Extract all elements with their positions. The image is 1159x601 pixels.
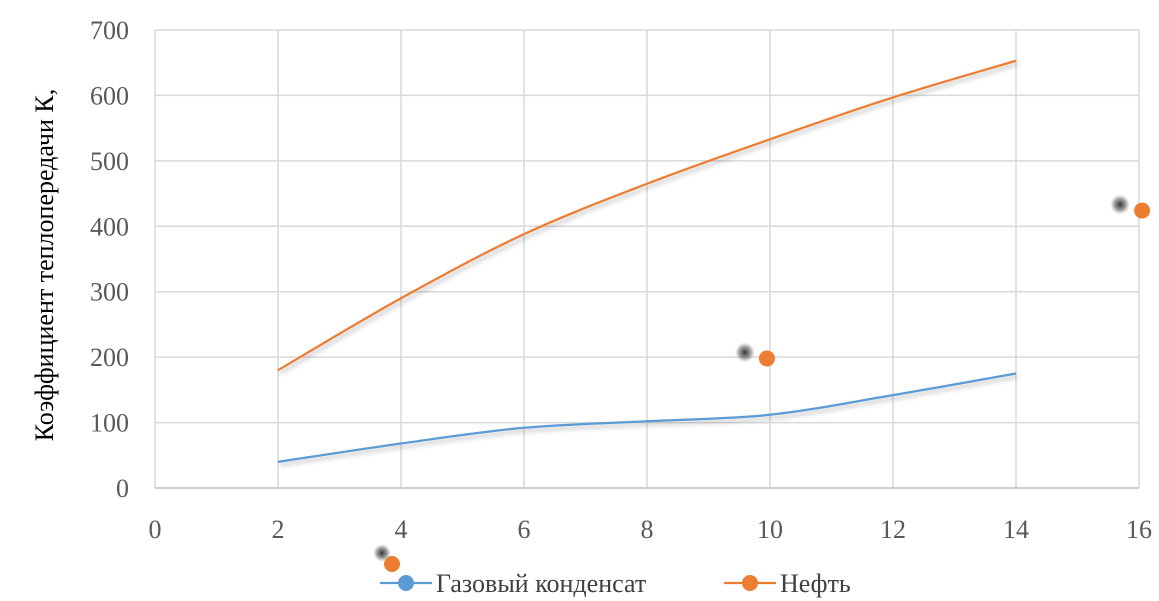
y-tick-label: 500 bbox=[90, 147, 129, 176]
legend-label-1: Газовый конденсат bbox=[436, 569, 646, 598]
legend-marker-1 bbox=[398, 575, 414, 591]
marker-2-shadow-blob bbox=[1110, 194, 1131, 215]
axes: 0 100 200 300 400 500 600 700 0 2 4 6 8 10 12 14 16 bbox=[90, 16, 1152, 544]
y-tick-label: 400 bbox=[90, 212, 129, 241]
y-tick-label: 600 bbox=[90, 81, 129, 110]
marker-2 bbox=[1134, 202, 1151, 219]
x-tick-label: 0 bbox=[149, 515, 162, 544]
x-tick-label: 2 bbox=[272, 515, 285, 544]
y-tick-label: 100 bbox=[90, 409, 129, 438]
x-tick-label: 16 bbox=[1126, 515, 1152, 544]
y-tick-label: 300 bbox=[90, 278, 129, 307]
x-tick-label: 8 bbox=[641, 515, 654, 544]
x-tick-label: 12 bbox=[880, 515, 906, 544]
legend-stray-blob bbox=[373, 544, 391, 562]
marker-1 bbox=[758, 350, 775, 367]
x-tick-label: 6 bbox=[518, 515, 531, 544]
series-line-1 bbox=[277, 372, 1017, 463]
y-axis-title: Коэффициент теплопередачи К, bbox=[30, 89, 59, 441]
y-tick-label: 200 bbox=[90, 343, 129, 372]
y-tick-label: 0 bbox=[116, 474, 129, 503]
legend-label-2: Нефть bbox=[780, 569, 851, 598]
x-tick-label: 10 bbox=[757, 515, 783, 544]
legend-stray-marker bbox=[384, 556, 400, 572]
legend-marker-2 bbox=[742, 575, 758, 591]
series-line-2 bbox=[277, 59, 1017, 372]
x-tick-label: 4 bbox=[395, 515, 408, 544]
series bbox=[277, 59, 1017, 463]
grid bbox=[155, 29, 1140, 488]
y-tick-label: 700 bbox=[90, 16, 129, 45]
x-tick-label: 14 bbox=[1003, 515, 1029, 544]
legend: Газовый конденсат Нефть bbox=[373, 544, 851, 598]
marker-1-shadow-blob bbox=[734, 342, 755, 363]
annotations bbox=[734, 194, 1151, 367]
